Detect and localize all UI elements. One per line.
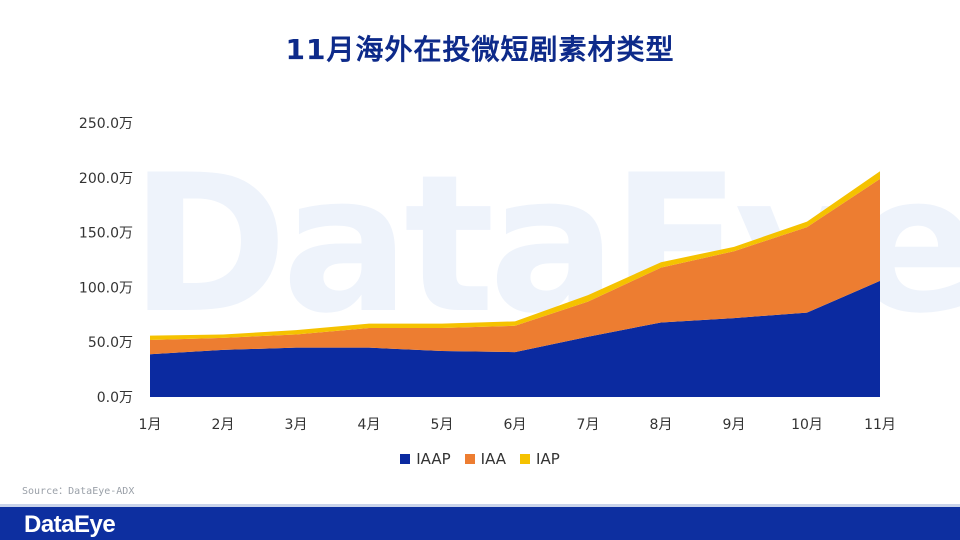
legend-swatch [400, 454, 411, 464]
x-tick-label: 5月 [431, 417, 454, 433]
series-area-iaa [150, 178, 880, 355]
series-area-iaap [150, 280, 880, 397]
x-tick-label: 4月 [358, 417, 381, 433]
legend-label: IAA [480, 450, 507, 468]
y-tick-label: 150.0万 [79, 226, 133, 242]
legend-label: IAP [536, 450, 560, 468]
x-tick-label: 6月 [504, 417, 527, 433]
legend-swatch [464, 454, 475, 464]
footer-logo: DataEye [24, 511, 116, 538]
x-tick-label: 11月 [864, 417, 896, 433]
x-tick-label: 2月 [212, 417, 235, 433]
legend-item-iap: IAP [520, 450, 560, 468]
legend-label: IAAP [416, 450, 451, 468]
x-tick-label: 8月 [650, 417, 673, 433]
y-tick-label: 50.0万 [88, 335, 133, 351]
source-note: Source：DataEye-ADX [22, 486, 135, 497]
chart-title: 11月海外在投微短剧素材类型 [285, 33, 675, 66]
x-tick-label: 7月 [577, 417, 600, 433]
y-tick-label: 200.0万 [79, 171, 133, 187]
y-axis-ticks: 0.0万 50.0万 100.0万 150.0万 200.0万 250.0万 [79, 116, 133, 406]
y-tick-label: 100.0万 [79, 280, 133, 296]
legend-item-iaap: IAAP [400, 450, 451, 468]
series-areas [150, 171, 880, 397]
x-tick-label: 3月 [285, 417, 308, 433]
x-tick-label: 9月 [723, 417, 746, 433]
x-tick-label: 10月 [791, 417, 823, 433]
legend-swatch [520, 454, 531, 464]
y-tick-label: 250.0万 [79, 116, 133, 132]
x-axis-ticks: 1月 2月 3月 4月 5月 6月 7月 8月 9月 10月 11月 [139, 417, 896, 433]
y-tick-label: 0.0万 [97, 390, 133, 406]
legend: IAAP IAA IAP [0, 450, 960, 468]
footer-bar: DataEye [0, 504, 960, 540]
x-tick-label: 1月 [139, 417, 162, 433]
legend-item-iaa: IAA [464, 450, 507, 468]
